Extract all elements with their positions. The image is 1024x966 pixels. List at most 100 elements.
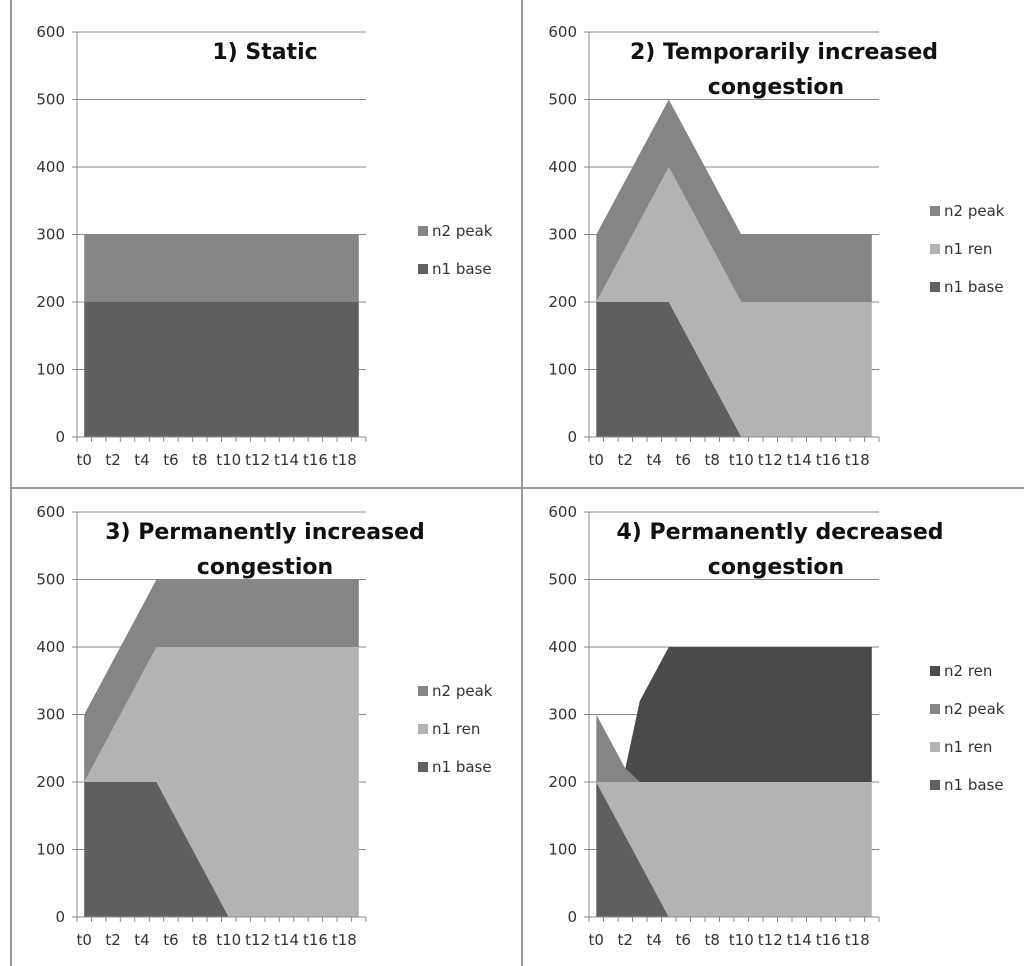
x-tick-label: t2 — [618, 931, 633, 949]
y-tick-label: 600 — [36, 23, 65, 41]
x-tick-label: t18 — [845, 931, 870, 949]
legend-label: n2 peak — [944, 202, 1005, 220]
left-border — [10, 0, 12, 966]
area-n1-ren — [596, 782, 872, 917]
y-tick-label: 500 — [36, 91, 65, 109]
legend-label: n2 peak — [432, 682, 493, 700]
area-n1-ren — [84, 647, 359, 917]
y-tick-label: 400 — [36, 158, 65, 176]
x-tick-label: t16 — [816, 931, 841, 949]
y-tick-label: 300 — [548, 226, 577, 244]
x-tick-label: t14 — [787, 451, 812, 469]
chart-title: congestion — [708, 75, 844, 100]
x-tick-label: t4 — [647, 451, 662, 469]
y-tick-label: 300 — [36, 226, 65, 244]
chart-title: 4) Permanently decreased — [616, 520, 943, 545]
x-tick-label: t14 — [787, 931, 812, 949]
area-n1-base — [84, 782, 359, 917]
legend-swatch — [418, 226, 428, 236]
legend-label: n1 base — [944, 776, 1004, 794]
legend-swatch — [930, 780, 940, 790]
x-tick-label: t4 — [134, 451, 149, 469]
y-tick-label: 100 — [36, 361, 65, 379]
legend-label: n2 peak — [944, 700, 1005, 718]
x-tick-label: t14 — [274, 451, 299, 469]
y-tick-label: 0 — [567, 428, 577, 446]
x-tick-label: t18 — [845, 451, 870, 469]
y-tick-label: 500 — [36, 571, 65, 589]
area-n1-ren — [596, 167, 872, 437]
legend-label: n1 ren — [944, 738, 992, 756]
legend-swatch — [930, 666, 940, 676]
horizontal-divider — [10, 487, 1024, 489]
legend-swatch — [930, 742, 940, 752]
y-tick-label: 600 — [36, 503, 65, 521]
legend-swatch — [418, 762, 428, 772]
area-n2-peak — [84, 579, 359, 782]
legend-label: n2 ren — [944, 662, 992, 680]
legend-swatch — [418, 686, 428, 696]
x-tick-label: t0 — [589, 931, 604, 949]
area-n2-peak — [596, 99, 872, 302]
x-tick-label: t12 — [758, 931, 783, 949]
y-tick-label: 300 — [548, 706, 577, 724]
y-tick-label: 400 — [36, 638, 65, 656]
y-tick-label: 0 — [567, 908, 577, 926]
legend-swatch — [418, 724, 428, 734]
chart-title: 3) Permanently increased — [105, 520, 425, 545]
x-tick-label: t18 — [332, 451, 357, 469]
x-tick-label: t0 — [589, 451, 604, 469]
x-tick-label: t4 — [134, 931, 149, 949]
y-tick-label: 400 — [548, 638, 577, 656]
x-tick-label: t6 — [163, 931, 178, 949]
area-n2-peak — [596, 714, 872, 782]
x-tick-label: t2 — [105, 931, 120, 949]
y-tick-label: 600 — [548, 503, 577, 521]
legend-swatch — [418, 264, 428, 274]
x-tick-label: t10 — [216, 451, 241, 469]
y-tick-label: 200 — [548, 293, 577, 311]
legend-swatch — [930, 282, 940, 292]
x-tick-label: t6 — [676, 931, 691, 949]
x-tick-label: t8 — [705, 451, 720, 469]
x-tick-label: t0 — [77, 931, 92, 949]
x-tick-label: t18 — [332, 931, 357, 949]
legend-label: n1 base — [944, 278, 1004, 296]
legend-label: n1 base — [432, 260, 492, 278]
area-n2-ren — [596, 647, 872, 782]
x-tick-label: t12 — [245, 451, 270, 469]
chart-title: congestion — [197, 555, 333, 580]
x-tick-label: t10 — [729, 931, 754, 949]
y-tick-label: 600 — [548, 23, 577, 41]
x-tick-label: t16 — [303, 931, 328, 949]
x-tick-label: t6 — [676, 451, 691, 469]
legend-label: n1 ren — [944, 240, 992, 258]
legend-label: n1 ren — [432, 720, 480, 738]
x-tick-label: t0 — [77, 451, 92, 469]
y-tick-label: 100 — [548, 361, 577, 379]
legend-swatch — [930, 206, 940, 216]
area-n1-base — [596, 302, 872, 437]
y-tick-label: 500 — [548, 91, 577, 109]
y-tick-label: 100 — [36, 841, 65, 859]
x-tick-label: t16 — [303, 451, 328, 469]
area-n1-base — [84, 302, 359, 437]
y-tick-label: 100 — [548, 841, 577, 859]
x-tick-label: t10 — [216, 931, 241, 949]
y-tick-label: 300 — [36, 706, 65, 724]
x-tick-label: t12 — [758, 451, 783, 469]
y-tick-label: 200 — [36, 293, 65, 311]
y-tick-label: 200 — [36, 773, 65, 791]
legend-label: n1 base — [432, 758, 492, 776]
x-tick-label: t14 — [274, 931, 299, 949]
chart-title: 1) Static — [212, 40, 317, 65]
x-tick-label: t4 — [647, 931, 662, 949]
area-n1-base — [596, 782, 872, 917]
x-tick-label: t8 — [705, 931, 720, 949]
vertical-divider — [521, 0, 523, 966]
